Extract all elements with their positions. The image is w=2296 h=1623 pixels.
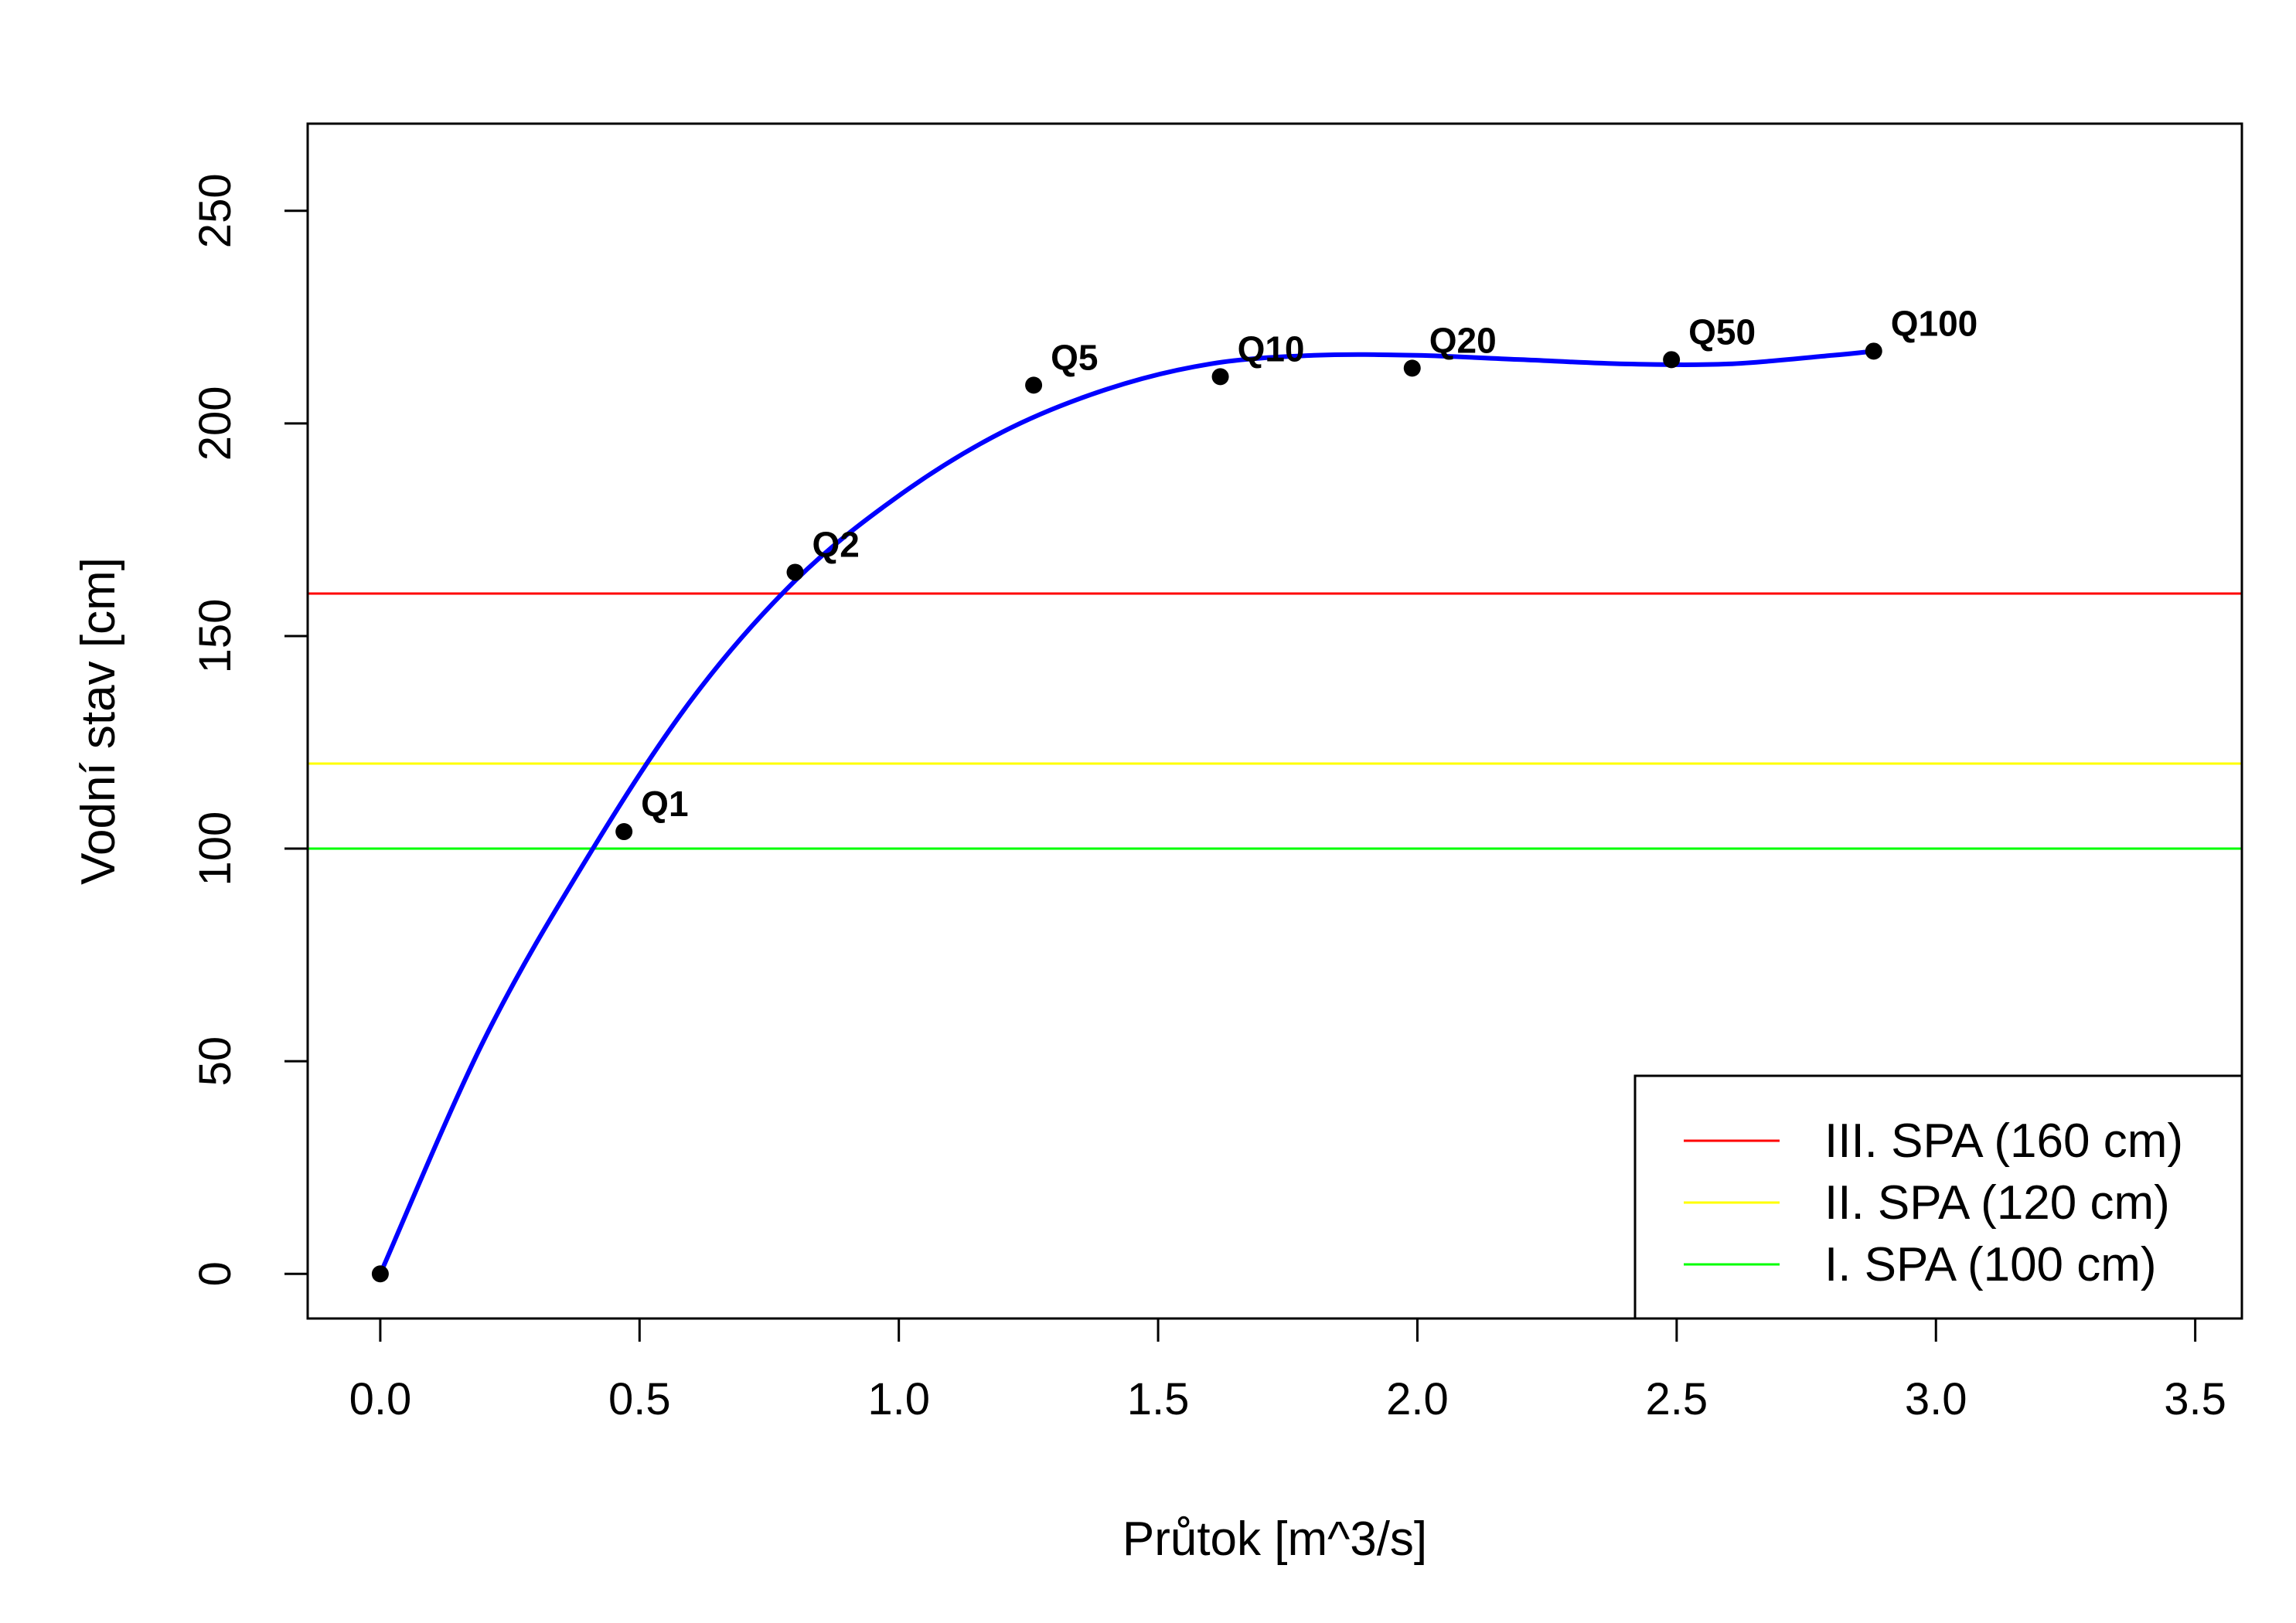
legend-box	[1633, 1074, 2243, 1320]
plot-frame	[306, 122, 2243, 1320]
data-point	[1403, 359, 1421, 377]
x-tick-label: 0.5	[608, 1374, 671, 1424]
data-point	[615, 823, 633, 841]
point-label: Q20	[1429, 320, 1497, 360]
point-label: Q5	[1051, 337, 1098, 377]
x-tick-label: 3.5	[2164, 1374, 2226, 1424]
legend-label: III. SPA (160 cm)	[1824, 1114, 2183, 1168]
y-axis-title: Vodní stav [cm]	[72, 557, 125, 885]
x-tick-label: 2.0	[1386, 1374, 1449, 1424]
y-tick-label: 250	[190, 173, 240, 248]
x-axis-title: Průtok [m^3/s]	[1122, 1512, 1427, 1566]
y-tick-label: 150	[190, 599, 240, 674]
points-layer	[371, 342, 1882, 1283]
x-tick-label: 3.0	[1905, 1374, 1967, 1424]
threshold-lines	[308, 592, 2242, 850]
legend-label: II. SPA (120 cm)	[1824, 1176, 2170, 1230]
data-point	[1025, 376, 1043, 394]
data-point	[371, 1265, 389, 1283]
fitted-curve	[378, 349, 1875, 1275]
x-tick-label: 0.0	[349, 1374, 412, 1424]
point-label: Q1	[641, 784, 688, 824]
y-tick-label: 50	[190, 1036, 240, 1087]
data-point	[786, 563, 804, 581]
x-tick-label: 1.5	[1127, 1374, 1190, 1424]
data-point	[1663, 351, 1681, 369]
point-label: Q2	[812, 524, 860, 564]
x-tick-label: 2.5	[1646, 1374, 1708, 1424]
data-point	[1211, 368, 1229, 386]
data-point	[1865, 342, 1882, 360]
point-label: Q100	[1891, 303, 1978, 343]
point-label: Q10	[1238, 328, 1305, 369]
y-tick-label: 200	[190, 386, 240, 461]
y-tick-label: 0	[190, 1261, 240, 1286]
x-tick-label: 1.0	[867, 1374, 930, 1424]
curve-layer	[378, 349, 1875, 1275]
legend: III. SPA (160 cm) II. SPA (120 cm) I. SPA …	[1633, 1074, 2243, 1320]
point-label: Q50	[1688, 311, 1756, 352]
y-tick-label: 100	[190, 812, 240, 886]
legend-label: I. SPA (100 cm)	[1824, 1238, 2157, 1291]
point-labels: Q1 Q2 Q5 Q10 Q20 Q50 Q100	[641, 303, 1977, 824]
